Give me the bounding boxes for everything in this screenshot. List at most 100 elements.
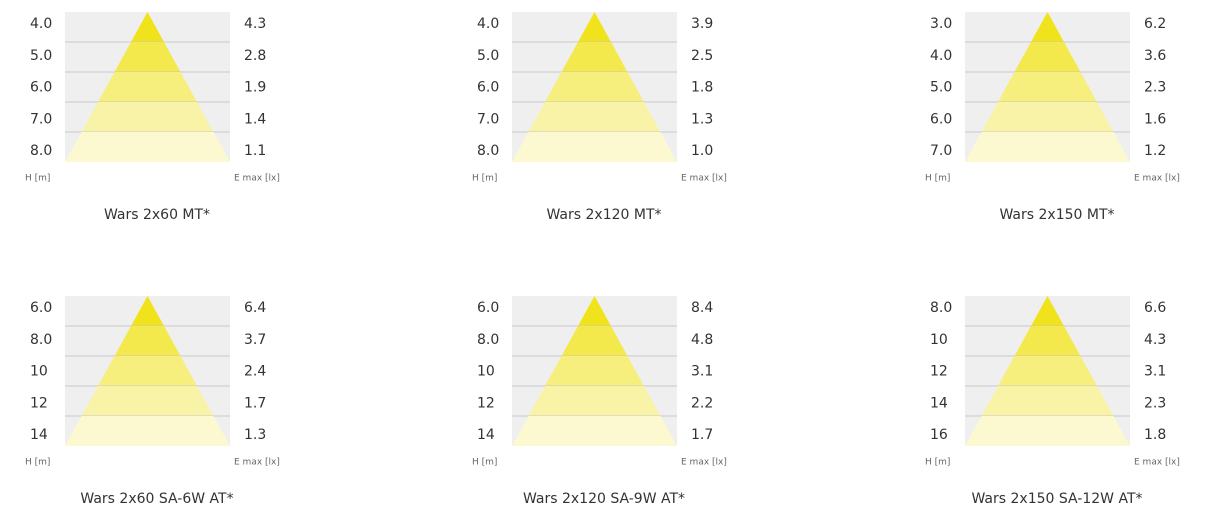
light-cone-band <box>1031 12 1064 42</box>
height-value: 8.0 <box>477 332 499 348</box>
emax-value: 2.8 <box>244 48 266 64</box>
emax-value: 1.2 <box>1144 143 1166 159</box>
emax-value: 1.3 <box>691 111 713 127</box>
emax-value: 1.3 <box>244 427 266 443</box>
height-value: 14 <box>930 395 948 411</box>
light-cone-band <box>81 102 214 132</box>
light-cone-band <box>81 386 214 416</box>
light-cone-band <box>512 416 677 446</box>
light-panel: 4.0 5.0 6.0 7.0 8.0 4.3 2.8 1.9 1.4 1.1 H [m] E max… <box>25 12 280 223</box>
height-value: 5.0 <box>30 48 52 64</box>
light-cone-band <box>98 72 197 102</box>
luminaire-name: Wars 2x120 SA-9W AT* <box>523 491 685 507</box>
light-cone-band <box>545 356 644 386</box>
height-unit: H [m] <box>472 458 497 468</box>
light-cone-band <box>1031 296 1064 326</box>
height-value: 7.0 <box>930 143 952 159</box>
height-unit: H [m] <box>925 174 950 184</box>
height-value: 4.0 <box>477 16 499 32</box>
height-value: 4.0 <box>930 48 952 64</box>
light-cone-band <box>528 102 661 132</box>
height-unit: H [m] <box>25 174 50 184</box>
light-cone-band <box>98 356 197 386</box>
emax-value: 1.7 <box>691 427 713 443</box>
emax-value: 1.0 <box>691 143 713 159</box>
height-value: 12 <box>930 364 948 380</box>
light-cone-band <box>561 326 628 356</box>
light-cone-band <box>965 416 1130 446</box>
height-unit: H [m] <box>25 458 50 468</box>
emax-value: 8.4 <box>691 300 713 316</box>
light-panel: 6.0 8.0 10 12 14 6.4 3.7 2.4 1.7 1.3 H [m] E max [l… <box>25 296 280 507</box>
light-cone-band <box>131 296 164 326</box>
emax-unit: E max [lx] <box>681 174 727 184</box>
luminaire-name: Wars 2x60 SA-6W AT* <box>80 491 233 507</box>
emax-value: 6.4 <box>244 300 266 316</box>
height-value: 16 <box>930 427 948 443</box>
light-panel: 6.0 8.0 10 12 14 8.4 4.8 3.1 2.2 1.7 H [m] E max [l… <box>472 296 727 507</box>
emax-value: 1.1 <box>244 143 266 159</box>
height-unit: H [m] <box>925 458 950 468</box>
height-value: 7.0 <box>477 111 499 127</box>
light-cone-band <box>578 296 611 326</box>
emax-unit: E max [lx] <box>234 174 280 184</box>
height-value: 5.0 <box>930 80 952 96</box>
height-value: 14 <box>30 427 48 443</box>
emax-value: 2.5 <box>691 48 713 64</box>
luminaire-name: Wars 2x120 MT* <box>546 207 661 223</box>
emax-value: 1.9 <box>244 80 266 96</box>
height-value: 10 <box>930 332 948 348</box>
emax-value: 3.7 <box>244 332 266 348</box>
light-cone-band <box>1014 326 1081 356</box>
light-cone-band <box>131 12 164 42</box>
emax-value: 4.3 <box>244 16 266 32</box>
emax-value: 1.6 <box>1144 111 1166 127</box>
height-value: 10 <box>30 364 48 380</box>
luminaire-name: Wars 2x60 MT* <box>104 207 210 223</box>
height-value: 12 <box>30 395 48 411</box>
emax-value: 2.2 <box>691 395 713 411</box>
emax-value: 6.2 <box>1144 16 1166 32</box>
height-value: 6.0 <box>30 300 52 316</box>
light-cone-band <box>114 42 181 72</box>
emax-value: 3.9 <box>691 16 713 32</box>
emax-value: 2.3 <box>1144 80 1166 96</box>
emax-unit: E max [lx] <box>681 458 727 468</box>
height-unit: H [m] <box>472 174 497 184</box>
emax-value: 2.4 <box>244 364 266 380</box>
emax-value: 1.8 <box>691 80 713 96</box>
emax-value: 4.3 <box>1144 332 1166 348</box>
luminaire-name: Wars 2x150 MT* <box>999 207 1114 223</box>
height-value: 8.0 <box>30 332 52 348</box>
light-cone-band <box>981 102 1114 132</box>
light-cone-band <box>1014 42 1081 72</box>
emax-value: 4.8 <box>691 332 713 348</box>
emax-value: 3.1 <box>1144 364 1166 380</box>
light-cone-band <box>578 12 611 42</box>
light-panel: 8.0 10 12 14 16 6.6 4.3 3.1 2.3 1.8 H [m] E max [lx… <box>925 296 1180 507</box>
height-value: 8.0 <box>30 143 52 159</box>
emax-value: 1.8 <box>1144 427 1166 443</box>
height-value: 5.0 <box>477 48 499 64</box>
light-cone-band <box>512 132 677 162</box>
height-value: 8.0 <box>477 143 499 159</box>
luminaire-name: Wars 2x150 SA-12W AT* <box>971 491 1142 507</box>
height-value: 14 <box>477 427 495 443</box>
height-value: 6.0 <box>930 111 952 127</box>
light-cone-band <box>965 132 1130 162</box>
height-value: 10 <box>477 364 495 380</box>
emax-value: 3.1 <box>691 364 713 380</box>
light-cone-band <box>65 416 230 446</box>
emax-value: 3.6 <box>1144 48 1166 64</box>
light-cone-band <box>561 42 628 72</box>
height-value: 7.0 <box>30 111 52 127</box>
light-cone-band <box>545 72 644 102</box>
light-cone-band <box>998 72 1097 102</box>
emax-value: 1.7 <box>244 395 266 411</box>
light-cone-band <box>528 386 661 416</box>
height-value: 6.0 <box>477 80 499 96</box>
light-cone-band <box>114 326 181 356</box>
light-cone-band <box>998 356 1097 386</box>
